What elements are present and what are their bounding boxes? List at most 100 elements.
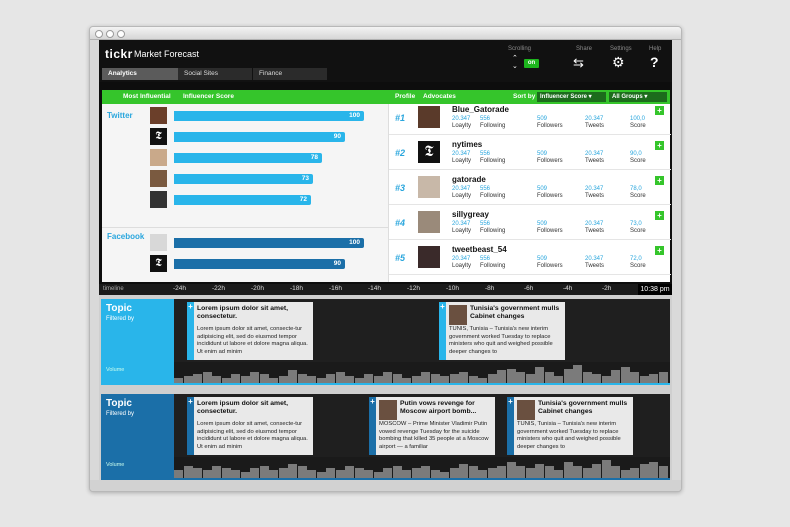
volume-bar bbox=[487, 374, 497, 383]
expand-card-button[interactable]: + bbox=[188, 302, 193, 311]
card-headline[interactable]: Putin vows revenge for Moscow airport bo… bbox=[400, 400, 477, 415]
news-card[interactable]: + Tunisia's government mulls Cabinet chan… bbox=[507, 397, 633, 455]
add-profile-button[interactable]: + bbox=[655, 106, 664, 115]
add-profile-button[interactable]: + bbox=[655, 211, 664, 220]
avatar[interactable] bbox=[150, 234, 167, 251]
topic-header[interactable]: Topic Filtered by Volume bbox=[101, 394, 174, 480]
influencer-score-bar[interactable]: 78 bbox=[174, 153, 322, 163]
news-card[interactable]: + Lorem ipsum dolor sit amet, consectetur… bbox=[187, 302, 313, 360]
page-title: Market Forecast bbox=[134, 49, 200, 59]
share-icon[interactable]: ⇆ bbox=[573, 55, 584, 70]
profile-row[interactable]: #5 tweetbeast_54 20.347 Loaylty 556 Following… bbox=[389, 243, 671, 275]
volume-bar bbox=[440, 472, 449, 478]
profile-name[interactable]: sillygreay bbox=[452, 210, 489, 219]
profile-row[interactable]: #4 sillygreay 20.347 Loaylty 556 Following 509… bbox=[389, 208, 671, 240]
tab-finance[interactable]: Finance bbox=[253, 68, 327, 80]
timeline-ruler[interactable]: timeline -24h -22h -20h -18h -16h -14h -12h -10… bbox=[99, 284, 672, 295]
volume-bar bbox=[592, 374, 601, 383]
app-window: tickr Market Forecast Scrolling ⌃ ⌄ on S… bbox=[89, 26, 682, 492]
profile-name[interactable]: Blue_Gatorade bbox=[452, 105, 509, 114]
profile-followers-value: 509 bbox=[537, 256, 548, 262]
volume-bar bbox=[516, 372, 525, 383]
add-profile-button[interactable]: + bbox=[655, 176, 664, 185]
news-card[interactable]: + Tunisia's government mulls Cabinet chan… bbox=[439, 302, 565, 360]
volume-bar bbox=[506, 369, 516, 383]
add-profile-button[interactable]: + bbox=[655, 246, 664, 255]
avatar[interactable] bbox=[150, 107, 167, 124]
zoom-window-button[interactable] bbox=[117, 30, 125, 38]
scrolling-toggle[interactable]: on bbox=[524, 59, 539, 68]
profile-following-value: 556 bbox=[480, 116, 491, 122]
volume-bar bbox=[658, 466, 668, 478]
volume-bar bbox=[221, 378, 231, 383]
profile-avatar[interactable]: 𝕿 bbox=[418, 141, 440, 163]
card-headline[interactable]: Tunisia's government mulls Cabinet chang… bbox=[470, 305, 560, 320]
profile-row[interactable]: #1 Blue_Gatorade 20.347 Loaylty 556 Following… bbox=[389, 103, 671, 135]
topic-header[interactable]: Topic Filtered by Volume bbox=[101, 299, 174, 385]
volume-bar bbox=[563, 462, 573, 478]
volume-bar bbox=[326, 374, 335, 383]
news-thumbnail bbox=[449, 305, 467, 325]
volume-bar bbox=[240, 376, 250, 383]
volume-bar bbox=[649, 374, 658, 383]
minimize-window-button[interactable] bbox=[106, 30, 114, 38]
volume-bar bbox=[544, 466, 554, 478]
expand-card-button[interactable]: + bbox=[370, 397, 375, 406]
scroll-arrows-icon[interactable]: ⌃ ⌄ bbox=[512, 55, 518, 70]
timeline-label: timeline bbox=[103, 286, 124, 292]
topic-title: Topic bbox=[106, 398, 132, 409]
card-headline[interactable]: Lorem ipsum dolor sit amet, consectetur. bbox=[197, 400, 289, 415]
tab-social-sites[interactable]: Social Sites bbox=[178, 68, 252, 80]
avatar[interactable]: 𝕿 bbox=[150, 255, 167, 272]
news-card[interactable]: + Putin vows revenge for Moscow airport b… bbox=[369, 397, 495, 455]
close-window-button[interactable] bbox=[95, 30, 103, 38]
profile-avatar[interactable] bbox=[418, 211, 440, 233]
volume-bar bbox=[554, 470, 563, 478]
profile-row[interactable]: #3 gatorade 20.347 Loaylty 556 Following 509 Fo… bbox=[389, 173, 671, 205]
volume-bar bbox=[278, 376, 288, 383]
influencer-score-bar[interactable]: 90 bbox=[174, 259, 345, 269]
add-profile-button[interactable]: + bbox=[655, 141, 664, 150]
settings-label: Settings bbox=[610, 46, 632, 52]
avatar[interactable]: 𝕿 bbox=[150, 128, 167, 145]
profile-score-value: 72,0 bbox=[630, 256, 642, 262]
sort-select[interactable]: Influencer Score ▾ bbox=[537, 92, 606, 102]
expand-card-button[interactable]: + bbox=[188, 397, 193, 406]
scrolling-label: Scrolling bbox=[508, 46, 532, 52]
profile-tweets-label: Tweets bbox=[585, 263, 605, 269]
profile-name[interactable]: nytimes bbox=[452, 140, 483, 149]
influencer-score-bar[interactable]: 100 bbox=[174, 111, 364, 121]
volume-bar bbox=[430, 470, 440, 478]
influencer-score-bar[interactable]: 100 bbox=[174, 238, 364, 248]
timeline-tick: -4h bbox=[563, 285, 573, 292]
profile-loyalty-value: 20.347 bbox=[452, 221, 471, 227]
volume-bar bbox=[402, 378, 411, 383]
avatar[interactable] bbox=[150, 191, 167, 208]
influencer-score-bar[interactable]: 72 bbox=[174, 195, 311, 205]
profile-name[interactable]: gatorade bbox=[452, 175, 486, 184]
expand-card-button[interactable]: + bbox=[440, 302, 445, 311]
card-headline[interactable]: Tunisia's government mulls Cabinet chang… bbox=[538, 400, 628, 415]
influencer-score-bar[interactable]: 73 bbox=[174, 174, 313, 184]
avatar[interactable] bbox=[150, 170, 167, 187]
tab-analytics[interactable]: Analytics bbox=[102, 68, 178, 80]
help-icon[interactable]: ? bbox=[650, 54, 659, 70]
profile-score-value: 78,0 bbox=[630, 186, 642, 192]
profile-avatar[interactable] bbox=[418, 106, 440, 128]
volume-bar bbox=[658, 372, 668, 383]
group-select[interactable]: All Groups ▾ bbox=[609, 92, 667, 102]
gear-icon[interactable]: ⚙ bbox=[612, 54, 625, 70]
influencer-score-bar[interactable]: 90 bbox=[174, 132, 345, 142]
sort-by-label: Sort by bbox=[513, 93, 536, 100]
news-thumbnail bbox=[517, 400, 535, 420]
profile-name[interactable]: tweetbeast_54 bbox=[452, 245, 507, 254]
profile-avatar[interactable] bbox=[418, 176, 440, 198]
news-card[interactable]: + Lorem ipsum dolor sit amet, consectetur… bbox=[187, 397, 313, 455]
card-headline[interactable]: Lorem ipsum dolor sit amet, consectetur. bbox=[197, 305, 289, 320]
profile-avatar[interactable] bbox=[418, 246, 440, 268]
avatar[interactable] bbox=[150, 149, 167, 166]
expand-card-button[interactable]: + bbox=[508, 397, 513, 406]
app-logo: tickr bbox=[105, 47, 133, 61]
volume-bar bbox=[392, 374, 402, 383]
